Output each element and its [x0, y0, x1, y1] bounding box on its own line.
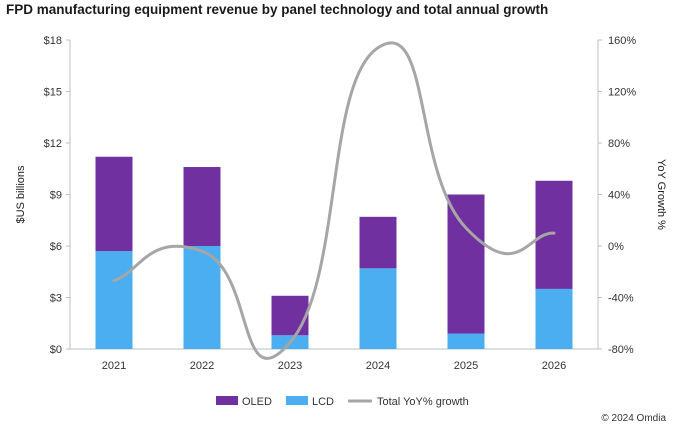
- left-tick-label: $6: [50, 241, 62, 253]
- x-tick-label: 2021: [102, 360, 126, 372]
- right-tick-label: 80%: [608, 138, 630, 150]
- right-tick-label: -80%: [608, 344, 634, 356]
- tick-labels-group: $0 $3 $6 $9 $12 $15 $18 -80% -40% 0% 40% 80% 120% 160…: [15, 35, 667, 372]
- right-tick-label: 120%: [608, 87, 636, 99]
- axes-group: [66, 39, 602, 350]
- bar-lcd-2024: [359, 268, 397, 349]
- left-tick-label: $9: [50, 190, 62, 202]
- right-tick-label: 40%: [608, 190, 630, 202]
- copyright-footer: © 2024 Omdia: [601, 413, 666, 424]
- legend-label: Total YoY% growth: [377, 396, 469, 408]
- bar-oled-2025: [447, 194, 485, 334]
- bar-lcd-2021: [95, 251, 133, 349]
- bar-lcd-2025: [447, 333, 485, 349]
- legend-group: OLED LCD Total YoY% growth: [216, 396, 469, 408]
- x-tick-label: 2024: [366, 360, 390, 372]
- left-axis-title: $US billions: [15, 165, 27, 224]
- x-tick-label: 2025: [454, 360, 478, 372]
- x-tick-label: 2023: [278, 360, 302, 372]
- bar-oled-2024: [359, 216, 397, 269]
- chart-title: FPD manufacturing equipment revenue by p…: [6, 2, 549, 17]
- left-tick-label: $18: [44, 35, 62, 47]
- legend-label: OLED: [242, 396, 272, 408]
- growth-line: [112, 41, 556, 360]
- x-tick-label: 2022: [190, 360, 214, 372]
- bar-oled-2026: [535, 180, 573, 289]
- right-tick-label: -40%: [608, 293, 634, 305]
- bar-lcd-2022: [183, 246, 221, 349]
- bar-lcd-2026: [535, 288, 573, 349]
- legend-swatch-lcd: [285, 396, 308, 405]
- growth-line-group: [112, 41, 556, 360]
- left-tick-label: $0: [50, 344, 62, 356]
- right-axis-title: YoY Growth %: [655, 159, 667, 230]
- bar-oled-2022: [183, 167, 221, 246]
- x-tick-label: 2026: [542, 360, 566, 372]
- bar-oled-2023: [271, 295, 309, 336]
- legend-label: LCD: [312, 396, 334, 408]
- left-tick-label: $15: [44, 87, 62, 99]
- bars-group: [95, 156, 573, 349]
- left-tick-label: $12: [44, 138, 62, 150]
- right-tick-label: 160%: [608, 35, 636, 47]
- right-tick-label: 0%: [608, 241, 624, 253]
- left-tick-label: $3: [50, 293, 62, 305]
- bar-oled-2021: [95, 156, 133, 252]
- legend-swatch-oled: [216, 396, 238, 405]
